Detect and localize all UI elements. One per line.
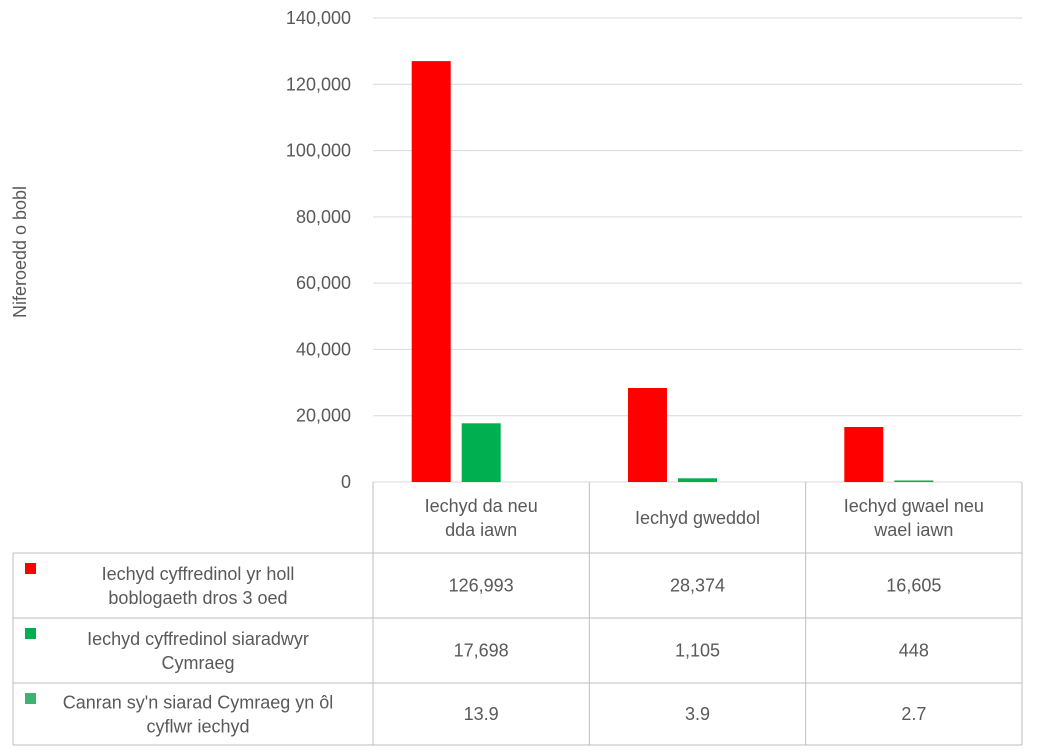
x-tick-label-line: Iechyd gweddol	[635, 508, 760, 528]
data-label: 13.9	[464, 704, 499, 724]
x-tick-label-line: wael iawn	[873, 520, 953, 540]
y-tick-label: 140,000	[286, 8, 351, 28]
legend-swatch	[25, 563, 36, 574]
y-axis-title: Niferoedd o bobl	[10, 186, 30, 318]
legend-label: Iechyd cyffredinol yr holl boblogaeth dro…	[102, 564, 295, 608]
data-label: 17,698	[454, 641, 509, 661]
legend-label: Iechyd cyffredinol siaradwyr Cymraeg	[87, 629, 309, 673]
legend-label-line: cyflwr iechyd	[146, 716, 249, 736]
y-tick-label: 100,000	[286, 141, 351, 161]
x-tick-label-line: Iechyd da neu	[425, 496, 538, 516]
data-label: 448	[899, 641, 929, 661]
data-table: Iechyd da neu dda iawn Iechyd gweddol Iechy…	[12, 482, 1023, 746]
bar	[894, 480, 934, 482]
legend-label-line: Iechyd cyffredinol yr holl	[102, 564, 295, 584]
x-tick-label: Iechyd gweddol	[635, 508, 760, 528]
data-label: 2.7	[901, 704, 926, 724]
x-tick-label: Iechyd da neu dda iawn	[425, 496, 538, 540]
y-tick-label: 120,000	[286, 74, 351, 94]
x-tick-label-line: Iechyd gwael neu	[844, 496, 984, 516]
data-label: 28,374	[670, 576, 725, 596]
bar	[678, 478, 717, 482]
y-tick-label: 0	[341, 472, 351, 492]
bars	[411, 61, 934, 482]
y-tick-label: 20,000	[296, 406, 351, 426]
y-tick-label: 60,000	[296, 273, 351, 293]
legend-label-line: Canran sy'n siarad Cymraeg yn ôl	[63, 692, 334, 712]
legend-label-line: boblogaeth dros 3 oed	[108, 588, 287, 608]
legend-label: Canran sy'n siarad Cymraeg yn ôl cyflwr i…	[63, 692, 334, 736]
bar	[461, 423, 501, 482]
data-label: 126,993	[449, 576, 514, 596]
legend-swatch	[25, 693, 36, 704]
data-label: 3.9	[685, 704, 710, 724]
legend-label-line: Iechyd cyffredinol siaradwyr	[87, 629, 309, 649]
y-axis: 0 20,000 40,000 60,000 80,000 100,000 120,000 1…	[286, 8, 351, 492]
x-tick-label: Iechyd gwael neu wael iawn	[844, 496, 984, 540]
legend-label-line: Cymraeg	[161, 653, 234, 673]
bar	[411, 61, 451, 482]
y-tick-label: 80,000	[296, 207, 351, 227]
legend-swatch	[25, 628, 36, 639]
data-label: 16,605	[886, 576, 941, 596]
x-tick-label-line: dda iawn	[445, 520, 517, 540]
data-label: 1,105	[675, 641, 720, 661]
bar	[844, 427, 884, 482]
gridlines	[373, 17, 1022, 483]
bar	[628, 388, 667, 482]
y-tick-label: 40,000	[296, 339, 351, 359]
